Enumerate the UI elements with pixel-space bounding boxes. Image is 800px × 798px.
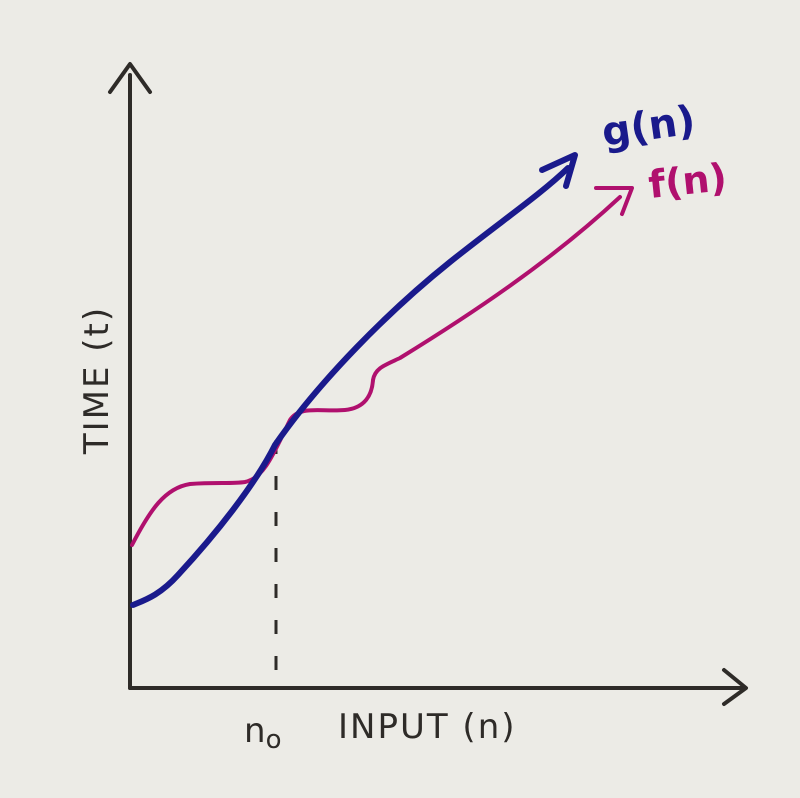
f-curve-arrowhead [594, 186, 634, 216]
f-curve-line [130, 195, 622, 547]
f-curve-label: f(n) [646, 155, 728, 207]
n0-marker-label: no [244, 711, 281, 755]
g-curve [130, 152, 578, 608]
x-axis-label: INPUT (n) [338, 707, 517, 747]
axes [108, 62, 748, 706]
g-curve-arrowhead [539, 152, 578, 189]
y-axis-label: TIME (t) [77, 306, 117, 455]
x-axis-arrowhead [722, 668, 748, 706]
y-axis-arrowhead [108, 62, 152, 94]
n0-marker-base: n [244, 711, 266, 751]
g-curve-line [130, 165, 571, 608]
f-curve [130, 186, 634, 547]
n0-marker-subscript: o [266, 725, 282, 755]
g-curve-label: g(n) [599, 97, 698, 156]
